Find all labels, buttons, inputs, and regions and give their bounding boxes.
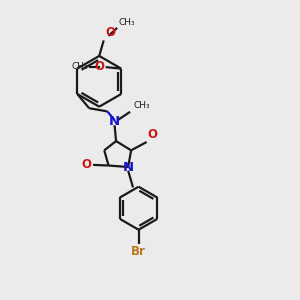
Text: CH₃: CH₃ — [118, 18, 135, 27]
Text: Br: Br — [131, 245, 146, 258]
Text: N: N — [123, 160, 134, 173]
Text: N: N — [109, 115, 120, 128]
Text: CH₃: CH₃ — [134, 101, 150, 110]
Text: O: O — [82, 158, 92, 171]
Text: O: O — [105, 26, 115, 39]
Text: O: O — [148, 128, 158, 141]
Text: O: O — [94, 60, 104, 73]
Text: CH₃: CH₃ — [71, 62, 88, 71]
